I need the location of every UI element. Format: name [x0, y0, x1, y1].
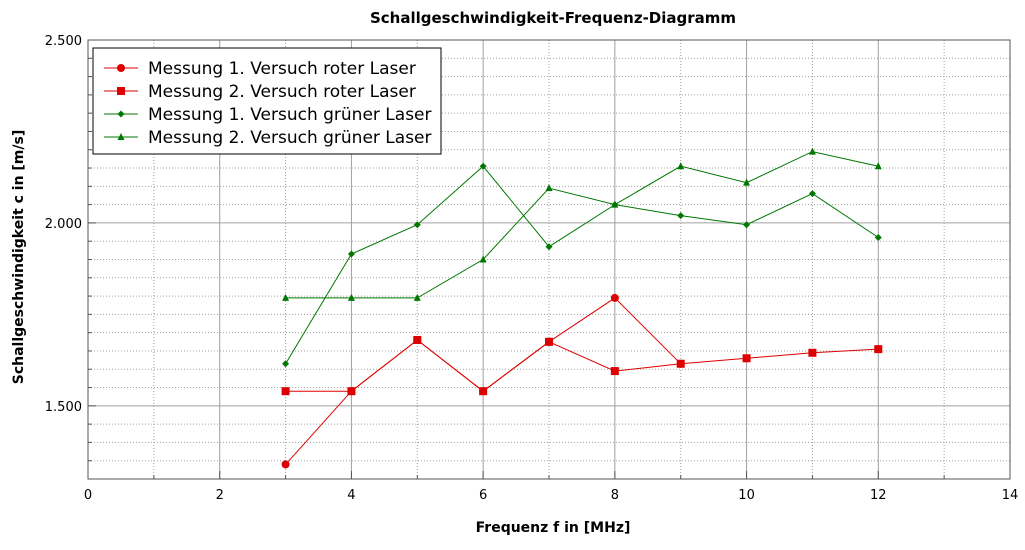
- y-tick-label: 2.500: [45, 34, 82, 49]
- series-2-line: [285, 339, 879, 392]
- series-3-point: [347, 250, 355, 258]
- legend-marker: [117, 87, 125, 95]
- series-4-point: [677, 162, 685, 170]
- series-2-point: [347, 387, 356, 396]
- series-4-point: [282, 293, 290, 301]
- series-3-point: [479, 162, 487, 170]
- y-axis-title: Schallgeschwindigkeit c in [m/s]: [11, 130, 27, 385]
- series-3-point: [413, 221, 421, 229]
- series-4-point: [545, 184, 553, 192]
- x-tick-label: 10: [738, 488, 755, 503]
- legend-marker: [117, 133, 125, 140]
- legend-item: Messung 1. Versuch roter Laser: [104, 59, 416, 79]
- legend: Messung 1. Versuch roter Laser Messung 2.…: [92, 47, 442, 155]
- x-tick-label: 14: [1002, 488, 1019, 503]
- series-4-point: [611, 200, 619, 208]
- series-1-point: [610, 293, 619, 302]
- legend-item: Messung 1. Versuch grüner Laser: [104, 105, 432, 125]
- axis-ticks: 0 2 4 6 8 10 12 14 1.500 2.000 2.500: [45, 34, 1018, 503]
- series-4-point: [347, 293, 355, 301]
- legend-item: Messung 2. Versuch grüner Laser: [104, 128, 432, 148]
- legend-label: Messung 2. Versuch grüner Laser: [148, 128, 432, 148]
- series-2-point: [545, 337, 553, 346]
- legend-box: [92, 47, 442, 155]
- series-4-line: [285, 151, 879, 299]
- series-4-point: [874, 162, 882, 170]
- x-tick-label: 2: [216, 488, 224, 503]
- legend-marker: [117, 110, 125, 118]
- series-2-point: [742, 354, 751, 363]
- series-2-point: [413, 335, 422, 344]
- legend-item: Messung 2. Versuch roter Laser: [104, 82, 416, 102]
- legend-label: Messung 1. Versuch grüner Laser: [148, 105, 432, 125]
- series-2-point: [610, 367, 619, 376]
- x-tick-label: 0: [84, 488, 92, 503]
- series-3-point: [677, 212, 685, 220]
- series-3-point: [808, 190, 816, 198]
- series-4-point: [479, 255, 487, 263]
- x-axis-title: Frequenz f in [MHz]: [476, 520, 631, 536]
- x-tick-label: 12: [870, 488, 887, 503]
- series-2: [281, 335, 883, 396]
- x-tick-label: 4: [347, 488, 355, 503]
- legend-label: Messung 1. Versuch roter Laser: [148, 59, 416, 79]
- x-tick-label: 6: [479, 488, 487, 503]
- x-tick-label: 8: [611, 488, 619, 503]
- series-3-point: [545, 243, 553, 251]
- series-2-point: [281, 387, 290, 396]
- series-3-line: [285, 165, 879, 365]
- y-tick-label: 2.000: [45, 217, 82, 232]
- series-2-point: [808, 348, 817, 357]
- series-3: [282, 162, 882, 368]
- chart-title: Schallgeschwindigkeit-Frequenz-Diagramm: [370, 9, 736, 27]
- series-4-point: [413, 293, 421, 301]
- series-2-point: [479, 387, 488, 396]
- legend-marker: [117, 64, 125, 72]
- series-2-point: [874, 345, 883, 354]
- series-1-point: [281, 460, 290, 469]
- series-2-point: [676, 359, 685, 368]
- series-3-point: [282, 360, 290, 368]
- series-4: [282, 147, 882, 301]
- series-4-point: [808, 147, 816, 155]
- legend-label: Messung 2. Versuch roter Laser: [148, 82, 416, 102]
- y-tick-label: 1.500: [45, 400, 82, 415]
- series-3-point: [743, 221, 751, 229]
- series-4-point: [743, 178, 751, 186]
- series-3-point: [874, 234, 882, 242]
- series: [281, 147, 883, 469]
